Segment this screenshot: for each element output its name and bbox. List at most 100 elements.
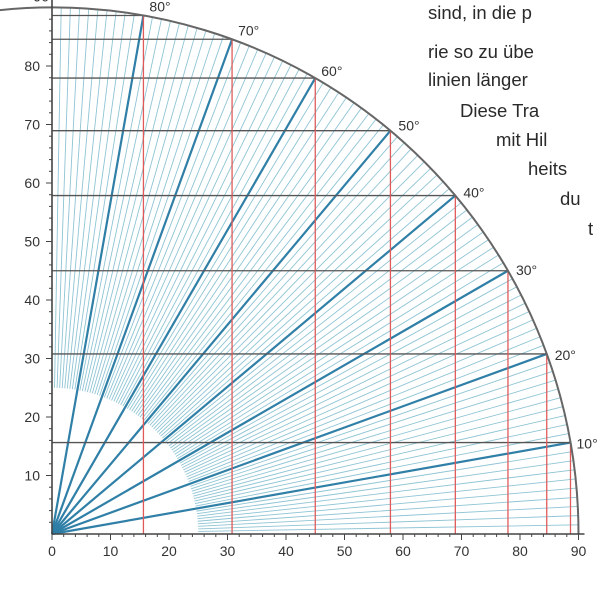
major-ray-20 [51,352,548,536]
fine-ray [198,505,578,527]
fine-ray [155,161,425,431]
fine-ray [108,49,259,400]
angle-label-90: 90° [33,0,54,5]
y-tick-label: 60 [24,175,40,191]
fine-ray [137,107,362,416]
fine-ray [196,451,573,512]
fine-ray [165,202,462,443]
fine-ray [174,246,494,455]
fine-ray [192,388,559,495]
fine-ray [175,254,499,457]
major-ray-30 [51,269,509,535]
y-tick-label: 50 [24,234,40,250]
fine-ray [74,13,135,390]
major-ray-10 [51,441,571,536]
fine-ray [69,11,117,389]
fine-ray [162,188,450,439]
fine-ray [141,118,377,420]
fine-ray [156,167,432,433]
fine-ray [131,92,340,412]
angle-label-30: 30° [516,262,537,278]
x-tick-label: 30 [220,543,236,559]
fine-ray [54,7,62,388]
fine-ray [129,87,332,411]
fine-ray [89,25,189,393]
fine-ray [122,73,308,407]
y-tick-label: 30 [24,351,40,367]
angle-label-60: 60° [321,63,342,79]
x-tick-label: 0 [48,543,56,559]
y-tick-label: 20 [24,409,40,425]
fine-ray [191,379,556,492]
fine-ray [182,294,522,469]
fine-ray [194,415,566,502]
angle-label-10: 10° [577,436,598,452]
fine-ray [168,216,473,447]
fine-ray [193,406,563,500]
fine-ray [188,344,544,483]
fine-ray [170,224,479,449]
fine-ray [94,30,207,395]
x-tick-label: 90 [571,543,587,559]
fine-ray [195,433,569,507]
fine-ray [81,18,162,392]
angle-label-40: 40° [463,185,484,201]
fine-ray [139,113,370,418]
y-tick-label: 80 [24,58,40,74]
fine-ray [160,181,444,437]
angle-label-70: 70° [238,22,259,38]
fine-ray [147,136,398,424]
x-tick-label: 10 [103,543,119,559]
fine-ray [103,42,242,398]
fine-ray [197,487,577,522]
fine-ray [171,231,484,451]
fine-ray [198,515,579,530]
fine-ray [149,142,405,426]
fine-ray [86,23,180,393]
fine-ray [180,286,518,466]
x-tick-label: 50 [337,543,353,559]
x-tick-label: 60 [395,543,411,559]
fine-ray [179,278,513,464]
axes [46,0,585,540]
fine-ray [66,10,108,389]
fine-ray [71,12,126,390]
fine-ray [197,496,578,525]
fine-ray [197,478,576,520]
fine-ray [184,311,530,473]
fine-ray [194,424,568,505]
fine-ray [190,370,553,490]
fine-ray [117,64,292,404]
fine-ray [143,124,384,421]
fine-ray [64,9,99,389]
fine-ray [193,397,561,497]
x-tick-label: 70 [454,543,470,559]
fine-ray [187,336,541,480]
angle-label-50: 50° [398,118,419,134]
major-ray-50 [51,129,392,535]
labels: 0 10 20 30 40 50 60 70 80 90 10 20 30 40 50 60 70 80 90° 80… [24,0,597,559]
fine-ray [120,68,300,406]
fine-ray [91,27,198,394]
y-tick-label: 10 [24,468,40,484]
fine-ray [197,469,575,517]
fine-ray [186,327,537,478]
outer-arc [0,6,580,535]
major-rays [50,15,571,536]
x-tick-label: 20 [161,543,177,559]
fine-ray [113,56,275,402]
major-ray-40 [51,194,457,535]
fine-rays [51,7,579,535]
fine-ray [61,8,90,389]
fine-ray [135,102,355,415]
fine-ray [153,154,419,430]
fine-ray [111,52,267,401]
angle-label-80: 80° [149,0,170,14]
fine-ray [106,45,250,399]
grid-lines [52,14,572,534]
major-ray-60 [51,77,317,535]
angle-label-20: 20° [555,347,576,363]
major-ray-70 [50,38,234,535]
fine-ray [59,8,81,388]
